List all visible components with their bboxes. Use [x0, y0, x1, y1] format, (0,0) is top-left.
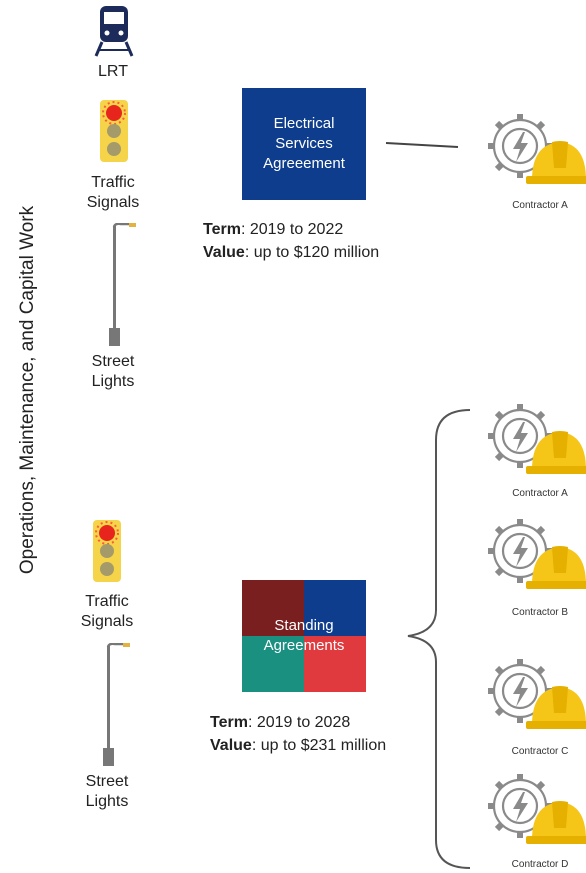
term-key: Term — [203, 221, 241, 238]
asset-label: Street Lights — [85, 773, 129, 810]
traffic-signal-icon — [100, 100, 128, 162]
contractor-label: Contractor A — [512, 488, 568, 499]
agreement-box — [242, 580, 366, 692]
contractor-icon — [488, 774, 586, 844]
value-key: Value — [203, 244, 245, 261]
asset-label: Traffic Signals — [86, 174, 140, 211]
connector — [385, 142, 459, 148]
contractor-icon — [488, 114, 586, 184]
side-label: Operations, Maintenance, and Capital Wor… — [17, 205, 38, 575]
agreement-title: Standing Agreements — [263, 617, 345, 654]
agreement-terms: Term: 2019 to 2022 Value: up to $120 mil… — [203, 218, 379, 264]
contractor-label: Contractor B — [511, 607, 569, 618]
contractor-label: Contractor D — [511, 859, 569, 870]
value-text: : up to $231 million — [251, 737, 387, 754]
asset-label: Traffic Signals — [80, 593, 134, 630]
contractor-icon — [488, 519, 586, 589]
contractor-icon — [488, 404, 586, 474]
lrt-icon — [94, 6, 134, 57]
street-light-icon — [107, 223, 137, 348]
street-light-icon — [101, 643, 131, 768]
contractor-label: Contractor A — [512, 200, 568, 211]
agreement-box — [242, 88, 366, 200]
term-text: : 2019 to 2028 — [247, 714, 351, 731]
asset-label: LRT — [98, 63, 128, 80]
agreement-title: Electrical Services Agreeement — [263, 115, 345, 172]
term-key: Term — [210, 714, 248, 731]
term-text: : 2019 to 2022 — [240, 221, 344, 238]
traffic-signal-icon — [93, 520, 121, 582]
agreement-terms: Term: 2019 to 2028 Value: up to $231 mil… — [210, 711, 386, 757]
contractor-label: Contractor C — [511, 746, 569, 757]
contractor-icon — [488, 659, 586, 729]
value-text: : up to $120 million — [244, 244, 380, 261]
asset-label: Street Lights — [91, 353, 135, 390]
brace — [407, 409, 471, 869]
value-key: Value — [210, 737, 252, 754]
